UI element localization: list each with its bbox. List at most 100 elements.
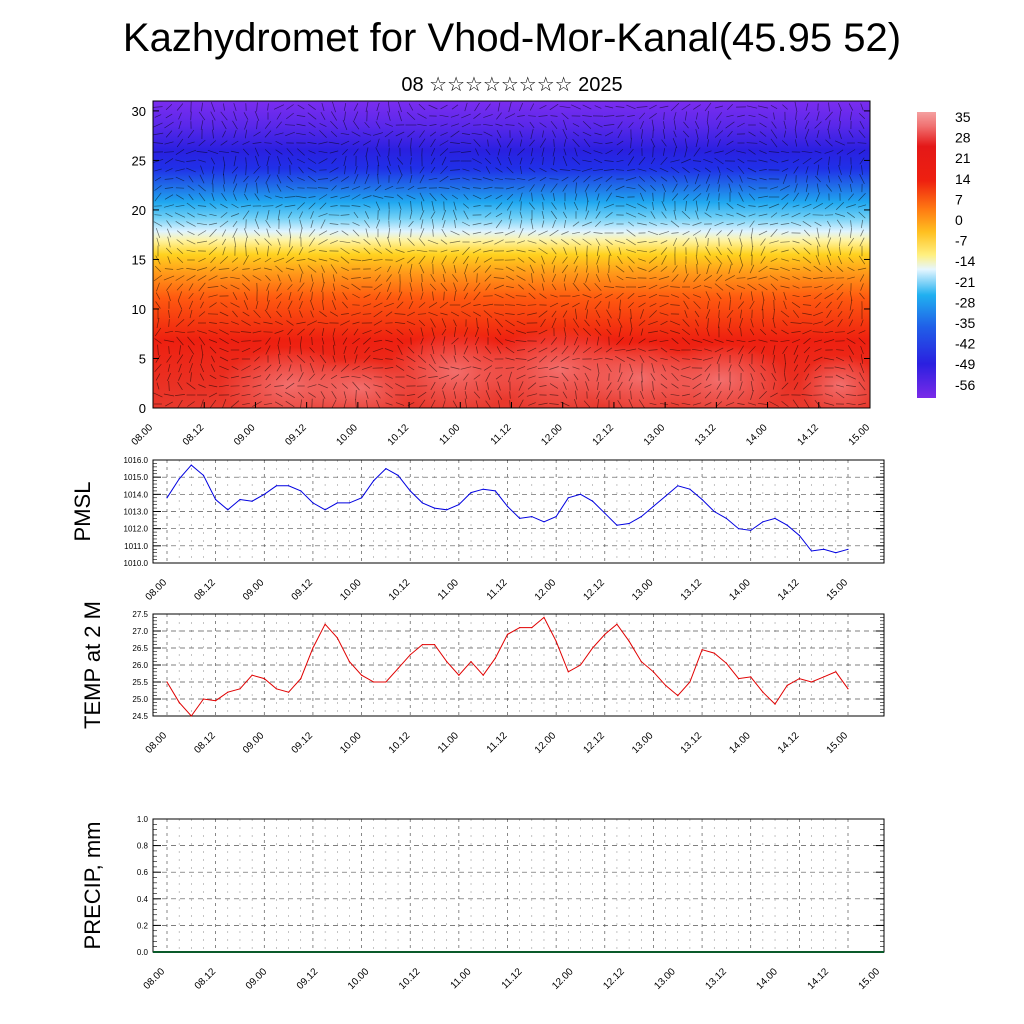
wind-arrow [230,400,240,408]
wind-arrow [186,160,196,162]
wind-arrow [196,151,208,153]
wind-arrow [531,192,533,202]
wind-arrow [473,168,481,172]
wind-arrow [332,274,336,282]
wind-arrow [693,104,701,110]
wind-arrow [768,151,780,153]
wind-arrow [628,399,634,408]
wind-arrow [321,337,325,345]
wind-arrow [658,295,670,297]
wind-arrow [672,137,678,149]
wind-arrow [803,399,810,408]
wind-arrow [176,283,184,291]
wind-arrow [264,149,272,155]
y-tick-label: 0.8 [137,842,149,851]
wind-arrow [715,255,723,265]
wind-arrow [582,346,592,354]
wind-arrow [218,268,230,270]
wind-arrow [694,121,700,129]
wind-arrow [805,183,809,193]
wind-arrow [506,286,514,288]
x-tick-label: 10.00 [338,577,364,603]
data-point [786,684,788,687]
wind-arrow [429,192,437,202]
wind-arrow [737,301,745,309]
wind-arrow [377,174,379,184]
wind-arrow [824,284,834,290]
x-tick-label: 13.12 [703,966,729,992]
wind-arrow [718,309,720,319]
wind-arrow [289,219,291,229]
wind-arrow [450,142,460,144]
wind-arrow [773,309,775,319]
wind-arrow [165,401,173,407]
wind-arrow [473,291,481,301]
wind-arrow [739,317,743,329]
wind-arrow [850,165,852,175]
wind-arrow [780,223,790,225]
wind-arrow [794,183,798,193]
wind-arrow [341,284,349,290]
wind-arrow [384,130,394,138]
wind-arrow [431,256,435,264]
wind-arrow [672,183,678,193]
x-tick-label: 08.12 [181,422,207,448]
wind-arrow [660,240,668,244]
wind-arrow [197,230,207,236]
wind-arrow [715,401,723,407]
wind-arrow [595,319,601,327]
wind-arrow [178,363,182,373]
wind-arrow [586,245,588,257]
wind-arrow [387,265,391,273]
wind-arrow [439,301,449,309]
wind-arrow [791,258,801,262]
wind-arrow [210,102,216,112]
wind-arrow [296,132,306,136]
wind-arrow [376,102,380,112]
wind-arrow [407,185,415,191]
wind-arrow [758,276,768,280]
wind-arrow [628,148,634,156]
wind-arrow [164,178,174,180]
wind-arrow [472,194,482,200]
wind-arrow [243,193,249,201]
wind-arrow [340,186,350,190]
wind-arrow [475,148,479,156]
wind-arrow [772,291,776,301]
wind-arrow [791,339,801,343]
wind-arrow [264,121,272,129]
wind-arrow [175,275,185,281]
wind-arrow [307,320,317,326]
wind-arrow [417,375,427,379]
wind-arrow [506,166,514,174]
wind-arrow [352,321,360,325]
wind-arrow [221,229,227,237]
wind-arrow [659,302,669,308]
wind-arrow [373,384,383,388]
wind-arrow [728,264,732,274]
wind-arrow [661,183,667,193]
wind-arrow [660,266,668,272]
wind-arrow [264,364,272,372]
wind-arrow [538,247,548,255]
wind-arrow [410,157,412,165]
wind-arrow [812,321,824,325]
wind-arrow [813,311,823,317]
y-tick-label: 26.0 [132,661,148,670]
wind-arrow [769,275,779,281]
wind-arrow [848,193,854,201]
wind-arrow [759,169,767,171]
wind-arrow [597,398,599,408]
wind-arrow [516,374,526,380]
wind-arrow [772,382,776,390]
data-point [531,516,533,518]
wind-arrow [838,229,842,237]
wind-arrow [737,403,745,405]
wind-arrow [188,300,194,310]
wind-arrow [769,222,779,226]
wind-arrow [320,265,326,273]
wind-arrow [619,299,621,311]
wind-arrow [209,346,217,354]
y-tick-label: 0.6 [137,868,149,877]
wind-arrow [388,147,390,157]
